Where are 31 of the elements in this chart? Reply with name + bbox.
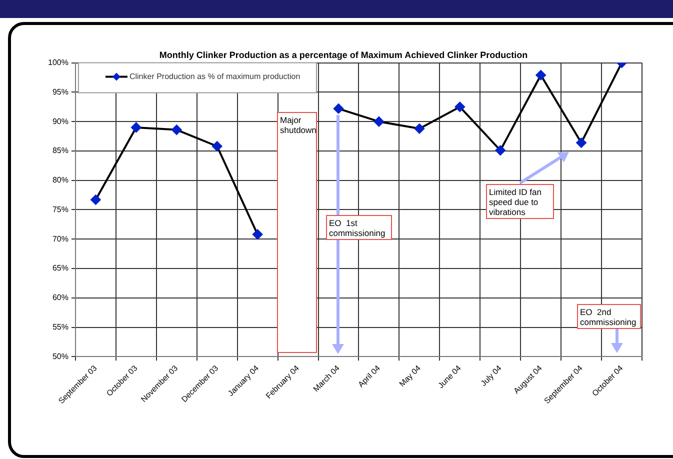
point [252, 229, 263, 240]
point [212, 141, 222, 152]
y-tick-label: 65% [52, 264, 68, 273]
callout-box: Limited ID fan speed due to vibrations [486, 184, 554, 219]
point [90, 194, 101, 205]
point [374, 116, 384, 127]
point [131, 122, 142, 132]
point [454, 102, 465, 112]
y-tick-label: 70% [52, 234, 68, 244]
point [536, 70, 546, 80]
point [495, 145, 506, 156]
callout-box: EO 2nd commissioning [577, 304, 641, 329]
x-tick-label: May 04 [397, 363, 423, 389]
y-tick-label: 90% [52, 116, 68, 126]
y-tick-label: 95% [52, 87, 68, 96]
y-tick-label: 100% [48, 58, 68, 68]
point [333, 104, 344, 114]
point [172, 124, 182, 135]
x-tick-label: July 04 [479, 363, 504, 388]
y-tick-label: 55% [52, 322, 68, 332]
legend-label: Clinker Production as % of maximum production [129, 72, 300, 82]
point [414, 124, 424, 134]
y-tick-label: 60% [52, 293, 68, 302]
y-tick-label: 85% [52, 146, 68, 156]
chart-title: Monthly Clinker Production as a percentage of Maximum Achieved Clinker Production [159, 50, 528, 60]
callout-box: EO 1st commissioning [326, 215, 392, 240]
y-tick-label: 80% [52, 176, 68, 185]
callout-box: Major shutdown [277, 112, 317, 353]
y-tick-label: 75% [52, 204, 68, 214]
y-tick-label: 50% [52, 352, 68, 361]
point [576, 138, 586, 148]
